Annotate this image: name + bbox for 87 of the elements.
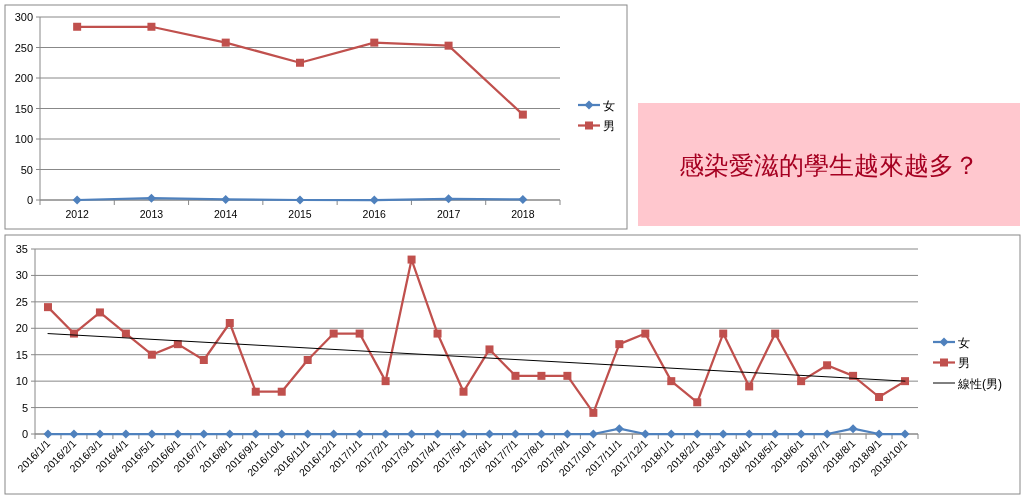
point <box>147 350 156 359</box>
legend-label: 女 <box>958 335 970 350</box>
point <box>589 408 598 417</box>
y-tick-label: 20 <box>15 322 28 335</box>
point <box>770 429 780 439</box>
y-tick-label: 35 <box>15 243 28 255</box>
point <box>199 356 208 364</box>
point <box>251 387 260 396</box>
y-tick-label: 250 <box>14 41 33 54</box>
point <box>147 429 157 439</box>
point <box>444 194 454 204</box>
legend-label: 女 <box>603 98 615 113</box>
point <box>121 429 131 439</box>
point <box>745 382 754 391</box>
y-tick-label: 0 <box>21 428 28 440</box>
point <box>537 371 546 380</box>
point <box>518 194 528 204</box>
point <box>221 194 231 204</box>
legend-label: 男 <box>958 356 970 370</box>
point <box>433 329 442 338</box>
y-tick-label: 0 <box>26 194 33 206</box>
y-tick-label: 25 <box>15 295 28 308</box>
point <box>615 340 624 349</box>
point <box>225 319 234 327</box>
text: 感染愛滋的學生越來越多？ <box>679 151 979 179</box>
x-tick-label: 2016 <box>362 208 387 220</box>
point <box>444 41 453 50</box>
point <box>295 195 305 205</box>
x-tick-label: 2015 <box>288 208 312 220</box>
point <box>874 429 884 439</box>
point <box>146 193 156 203</box>
y-tick-label: 200 <box>14 72 33 84</box>
point <box>95 308 104 317</box>
point <box>771 329 780 338</box>
point <box>485 345 494 354</box>
x-tick-label: 2018 <box>511 208 535 220</box>
point <box>640 429 650 439</box>
y-tick-label: 100 <box>14 133 33 145</box>
y-tick-label: 150 <box>14 102 33 115</box>
point <box>355 329 364 338</box>
point <box>95 429 105 439</box>
y-tick-label: 300 <box>14 11 33 23</box>
point <box>797 377 806 386</box>
point <box>822 429 832 439</box>
point <box>296 58 304 67</box>
point <box>277 387 286 396</box>
y-tick-label: 30 <box>15 269 28 282</box>
point <box>641 329 650 338</box>
point <box>173 429 183 439</box>
point <box>43 429 53 439</box>
point <box>147 22 156 31</box>
point <box>693 398 702 407</box>
point <box>875 393 884 401</box>
point <box>511 371 520 380</box>
x-tick-label: 2014 <box>214 208 238 220</box>
point <box>796 429 806 439</box>
point <box>900 429 910 439</box>
point <box>744 429 754 439</box>
point <box>563 371 572 380</box>
point <box>303 356 312 364</box>
point <box>43 303 52 312</box>
legend-label: 線性(男) <box>957 376 1002 391</box>
x-tick-label: 2017 <box>436 208 461 220</box>
point <box>329 329 338 338</box>
x-tick-label: 2012 <box>65 208 89 220</box>
y-tick-label: 15 <box>15 348 28 361</box>
y-tick-label: 50 <box>20 163 33 176</box>
point <box>407 255 416 264</box>
y-tick-label: 10 <box>15 375 28 388</box>
point <box>718 429 728 439</box>
x-tick-label: 2013 <box>139 208 164 220</box>
point <box>199 429 209 439</box>
point <box>518 110 527 119</box>
point <box>823 361 832 370</box>
point <box>69 429 79 439</box>
point <box>719 329 728 338</box>
y-tick-label: 5 <box>21 401 28 414</box>
point <box>370 38 379 47</box>
point <box>72 195 82 205</box>
point <box>614 424 624 434</box>
point <box>848 424 858 434</box>
point <box>221 38 230 47</box>
point <box>381 377 390 386</box>
point <box>459 387 468 396</box>
point <box>667 377 676 386</box>
point <box>73 22 82 31</box>
legend-label: 男 <box>603 119 615 133</box>
